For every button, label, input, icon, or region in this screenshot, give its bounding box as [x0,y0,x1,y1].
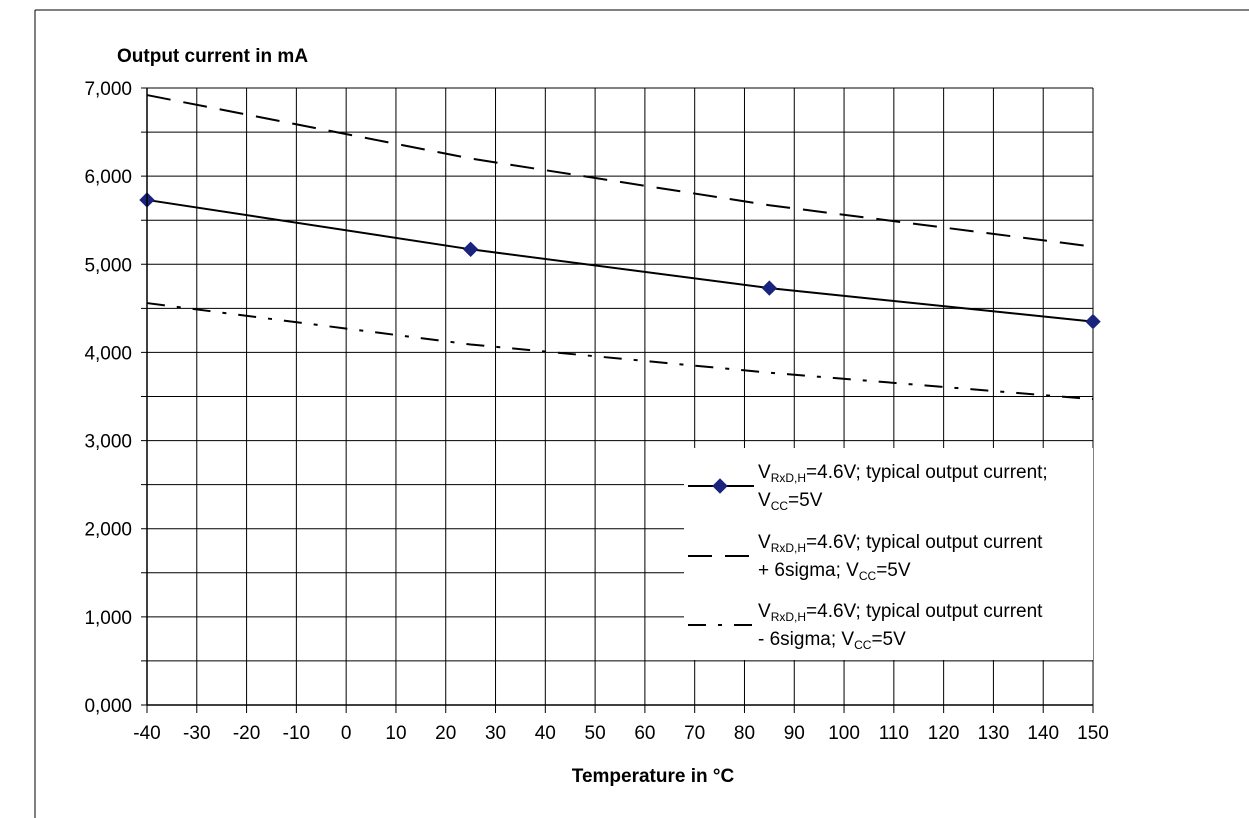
x-tick-label: 20 [435,723,456,744]
series-layer [139,94,1101,401]
x-tick-label: -10 [283,723,310,744]
series-line-1 [146,94,1094,248]
x-tick-label: 30 [485,723,506,744]
legend: VRxD,H=4.6V; typical output current; VCC=… [684,448,1093,660]
legend-label-1: + 6sigma; VCC=5V [758,560,911,583]
x-tick-label: 50 [585,723,606,744]
x-tick-label: 60 [634,723,655,744]
y-tick-label: 3,000 [84,432,132,453]
y-tick-label: 0,000 [84,696,132,717]
legend-label-0: VRxD,H=4.6V; typical output current; [758,462,1048,485]
y-tick-label: 5,000 [84,255,132,276]
y-tick-label: 2,000 [84,520,132,541]
legend-label-1: VRxD,H=4.6V; typical output current [758,532,1043,555]
x-tick-label: 100 [828,723,860,744]
x-tick-label: -30 [183,723,210,744]
x-tick-label: -40 [133,723,160,744]
x-tick-label: 70 [684,723,705,744]
legend-label-2: - 6sigma; VCC=5V [758,629,906,652]
x-tick-label: 120 [928,723,960,744]
series-line-0 [146,198,1094,323]
legend-label-2: VRxD,H=4.6V; typical output current [758,601,1043,624]
x-tick-label: 90 [784,723,805,744]
legend-label-0: VCC=5V [758,490,823,513]
x-tick-label: 40 [535,723,556,744]
x-tick-label: 150 [1077,723,1109,744]
y-tick-label: 6,000 [84,167,132,188]
x-axis-title: Temperature in °C [572,766,735,787]
x-tick-label: 130 [978,723,1010,744]
y-tick-label: 7,000 [84,79,132,100]
x-tick-label: -20 [233,723,260,744]
series-point-0 [462,241,479,258]
x-tick-label: 140 [1027,723,1059,744]
x-tick-label: 0 [341,723,352,744]
y-tick-label: 4,000 [84,343,132,364]
series-point-0 [1085,313,1101,330]
x-tick-label: 10 [385,723,406,744]
series-line-2 [146,302,1094,401]
legend-background [684,448,1093,660]
x-tick-label: 110 [879,723,909,744]
tick-labels: -40 -30 -20 -10 0 10 20 30 40 50 60 70 80 90 100 110 120… [84,79,1108,744]
y-axis-title: Output current in mA [117,46,308,67]
series-point-0 [761,280,778,296]
axes [146,88,1093,706]
y-tick-label: 1,000 [84,608,132,629]
x-tick-label: 80 [734,723,755,744]
legend-marker-0 [712,478,728,494]
